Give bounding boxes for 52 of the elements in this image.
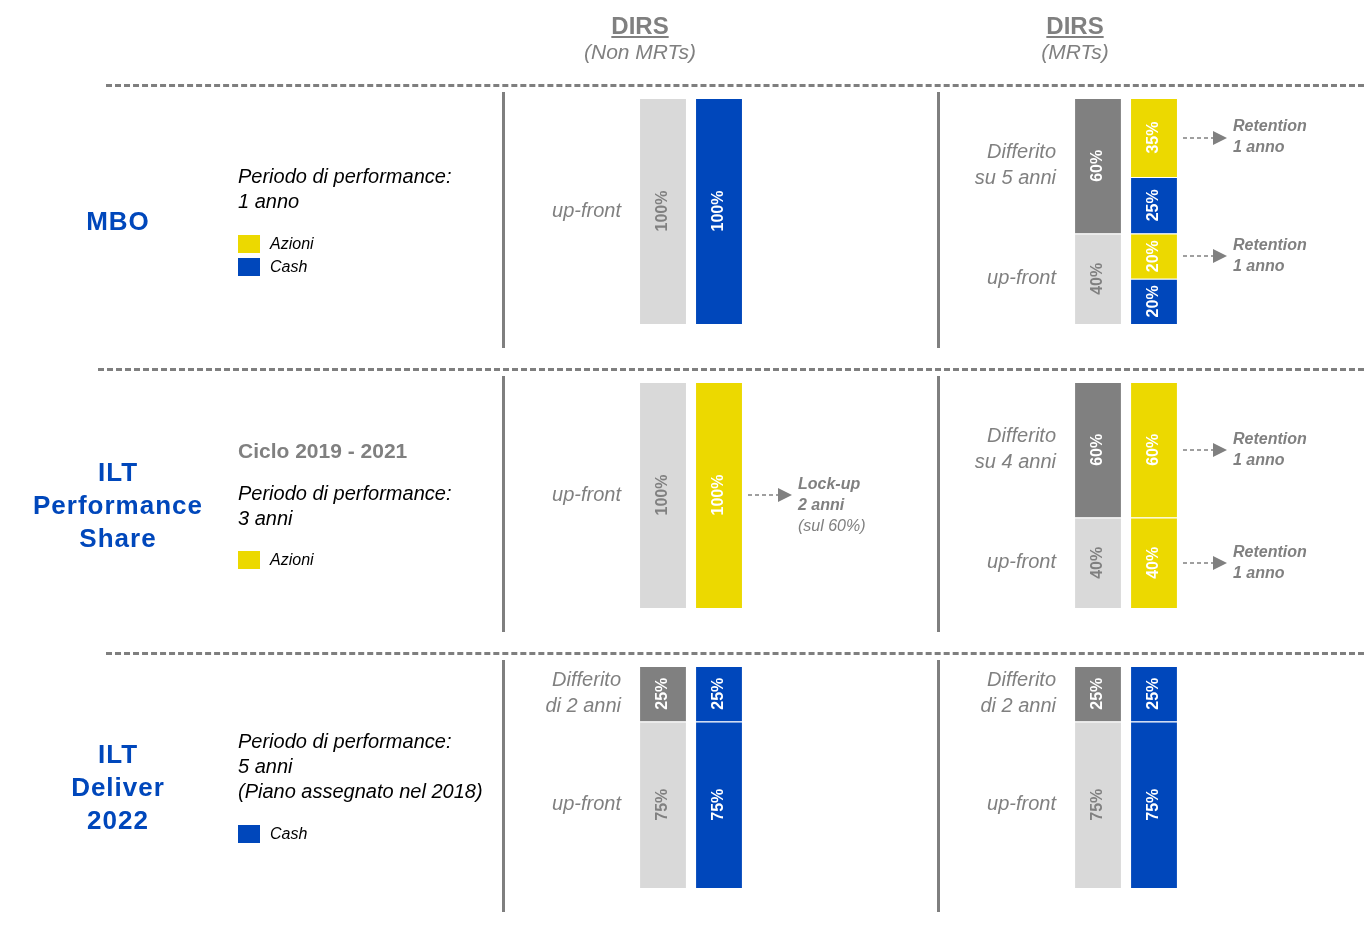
text: Retention 1 anno: [1232, 236, 1307, 275]
text: Differito su 5 anni: [974, 140, 1057, 189]
text: Differito di 2 anni: [980, 668, 1057, 717]
legend-label: Azioni: [270, 234, 314, 253]
data-label: 75%: [653, 788, 671, 821]
data-label: 40%: [1144, 546, 1162, 579]
text: up-front: [552, 792, 623, 815]
data-label: 100%: [709, 190, 727, 232]
text: ILT Performance Share: [33, 455, 203, 555]
text: up-front: [552, 198, 623, 221]
text: up-front: [987, 792, 1058, 815]
data-label: 25%: [653, 677, 671, 710]
data-label: 20%: [1144, 240, 1162, 273]
text: Retention 1 anno: [1232, 542, 1307, 581]
chart-subtitle: (MRTs): [1040, 40, 1110, 64]
data-label: 60%: [1144, 433, 1162, 466]
data-label: 75%: [709, 788, 727, 821]
text: up-front: [987, 266, 1058, 289]
text: up-front: [987, 550, 1058, 573]
data-label: 40%: [1088, 262, 1106, 295]
data-label: 100%: [709, 474, 727, 516]
data-label: 25%: [1144, 189, 1162, 222]
chart-subtitle: (Non MRTs): [583, 40, 697, 64]
text: Retention 1 anno: [1232, 429, 1307, 468]
legend-label: Cash: [270, 257, 308, 276]
data-label: 20%: [1144, 285, 1162, 318]
data-label: 35%: [1144, 121, 1162, 154]
data-label: 100%: [653, 190, 671, 232]
text: Periodo di performance: 1 anno: [238, 164, 452, 214]
text: up-front: [552, 482, 623, 505]
text: Periodo di performance: 5 anni (Piano assegnato nel 2018): [238, 729, 483, 804]
legend-label: Cash: [270, 824, 308, 843]
data-label: 60%: [1088, 149, 1106, 182]
text: Ciclo 2019 - 2021: [238, 438, 409, 463]
text: Periodo di performance: 3 anni: [238, 480, 452, 531]
data-label: 75%: [1144, 788, 1162, 821]
chart-title: DIRS: [1046, 12, 1104, 40]
text: ILT Deliver 2022: [71, 737, 165, 837]
data-label: 25%: [1144, 677, 1162, 710]
text: MBO: [86, 204, 150, 238]
data-label: 40%: [1088, 546, 1106, 579]
text: Retention 1 anno: [1232, 117, 1307, 156]
text: Lock-up 2 anni (sul 60%): [796, 474, 866, 534]
chart-title: DIRS: [611, 12, 669, 40]
data-label: 25%: [709, 677, 727, 710]
data-label: 60%: [1088, 433, 1106, 466]
data-label: 75%: [1088, 788, 1106, 821]
data-label: 25%: [1088, 677, 1106, 710]
legend-label: Azioni: [270, 551, 314, 569]
text: Differito su 4 anni: [974, 424, 1057, 473]
data-label: 100%: [653, 474, 671, 516]
text: Differito di 2 anni: [545, 668, 622, 717]
